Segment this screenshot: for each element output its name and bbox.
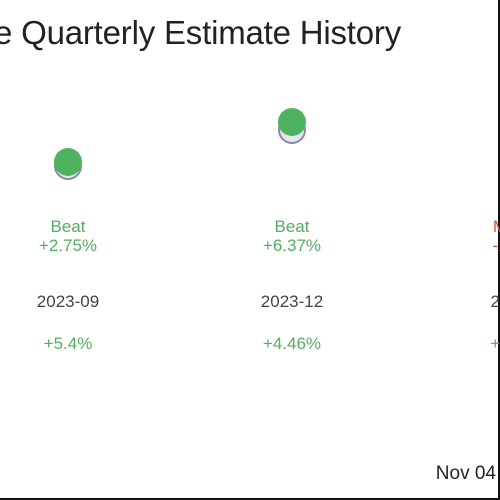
change-label: +0: [490, 334, 500, 353]
change-label: +4.46%: [263, 334, 321, 353]
footer-date: Nov 04: [435, 463, 496, 484]
result-label: Beat: [51, 217, 86, 236]
change-label: +5.4%: [44, 334, 93, 353]
period-label: 20: [491, 292, 500, 311]
actual-marker: [278, 108, 306, 136]
chart-title: e Quarterly Estimate History: [0, 14, 402, 51]
surprise-label: -1: [492, 236, 500, 255]
surprise-label: +6.37%: [263, 236, 321, 255]
result-label: M: [493, 217, 500, 236]
actual-marker: [54, 148, 82, 176]
result-label: Beat: [275, 217, 310, 236]
period-label: 2023-09: [37, 292, 99, 311]
surprise-label: +2.75%: [39, 236, 97, 255]
period-label: 2023-12: [261, 292, 323, 311]
